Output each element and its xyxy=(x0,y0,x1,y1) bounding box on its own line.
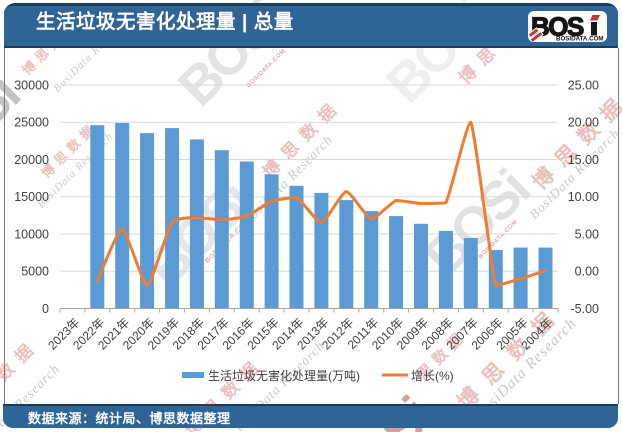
svg-text:增长(%): 增长(%) xyxy=(411,369,454,383)
svg-text:10000: 10000 xyxy=(14,228,49,242)
svg-text:0.00: 0.00 xyxy=(575,265,599,279)
svg-text:10.00: 10.00 xyxy=(568,190,599,204)
svg-text:25.00: 25.00 xyxy=(568,79,599,93)
svg-text:生活垃圾无害化处理量(万吨): 生活垃圾无害化处理量(万吨) xyxy=(208,368,360,383)
svg-text:20.00: 20.00 xyxy=(568,116,599,130)
svg-text:-5.00: -5.00 xyxy=(571,302,600,316)
svg-text:30000: 30000 xyxy=(14,79,49,93)
svg-text:5000: 5000 xyxy=(21,265,49,279)
svg-text:5.00: 5.00 xyxy=(575,228,599,242)
svg-text:15000: 15000 xyxy=(14,190,49,204)
svg-text:15.00: 15.00 xyxy=(568,153,599,167)
svg-text:BOSIDATA.COM: BOSIDATA.COM xyxy=(556,36,604,43)
svg-text:25000: 25000 xyxy=(14,116,49,130)
svg-text:20000: 20000 xyxy=(14,153,49,167)
svg-text:0: 0 xyxy=(42,302,49,316)
